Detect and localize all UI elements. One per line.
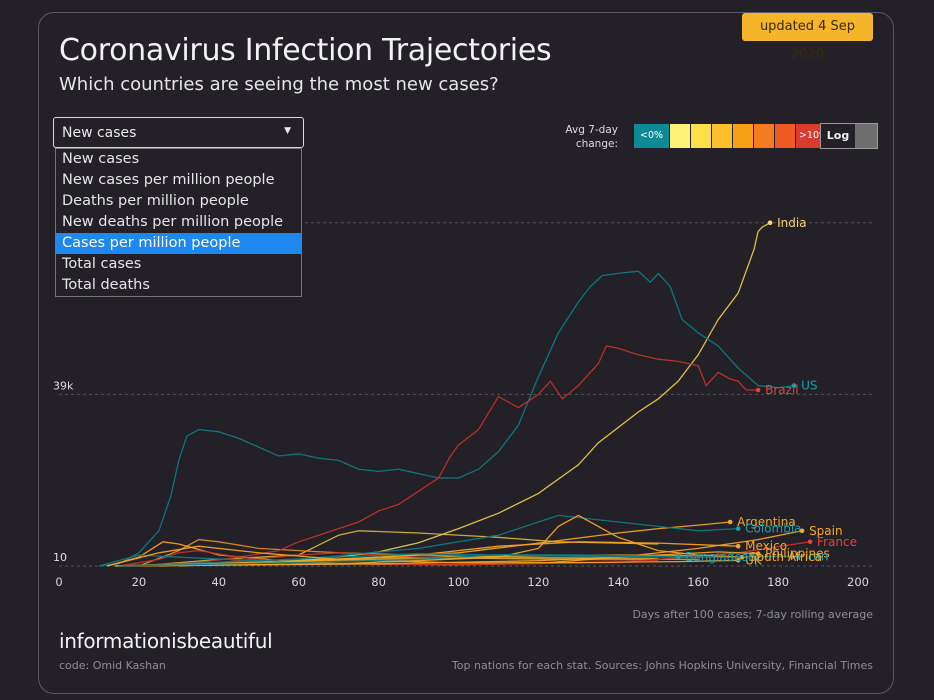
series-line [118, 521, 731, 567]
legend-swatch [712, 124, 733, 148]
series-label: US [801, 379, 817, 393]
series-label: South Africa [749, 550, 822, 564]
series-line [118, 514, 743, 567]
series-label: Spain [809, 524, 843, 538]
series-end-marker [755, 387, 761, 393]
series-line [118, 553, 679, 567]
series-end-marker [795, 554, 801, 559]
x-tick-label: 60 [291, 575, 306, 589]
x-tick-label: 160 [687, 575, 709, 589]
metric-options-list[interactable]: New cases New cases per million people Dea… [55, 148, 302, 297]
x-tick-label: 120 [527, 575, 549, 589]
series-label: Brazil [765, 383, 799, 397]
series-label: Iran [805, 549, 828, 563]
series-end-marker [791, 383, 797, 388]
axis-note: Days after 100 cases; 7-day rolling aver… [632, 608, 873, 621]
page-subtitle: Which countries are seeing the most new … [59, 74, 499, 95]
series-label: Bangladesh [685, 550, 755, 564]
chevron-down-icon: ▼ [284, 126, 291, 136]
x-tick-label: 40 [211, 575, 226, 589]
updated-badge: updated 4 Sep 2020 [742, 13, 873, 62]
series-end-marker [755, 551, 761, 556]
legend-swatch [775, 124, 796, 148]
series-label: France [817, 535, 857, 549]
series-label: India [777, 216, 806, 230]
series-line [138, 538, 659, 567]
page-title: Coronavirus Infection Trajectories [59, 33, 552, 68]
series-end-marker [735, 557, 741, 563]
series-line [98, 270, 795, 567]
x-tick-label: 80 [371, 575, 386, 589]
legend-swatch [670, 124, 691, 148]
series-label: UK [745, 553, 763, 567]
x-tick-label: 200 [847, 575, 869, 589]
log-scale-toggle[interactable]: Log [820, 123, 878, 149]
color-legend: <0% >10% [634, 124, 832, 148]
series-end-marker [675, 554, 681, 560]
metric-option[interactable]: New cases [62, 151, 140, 167]
x-tick-label: 0 [55, 575, 62, 589]
legend-label: Avg 7-day change: [548, 123, 618, 151]
series-end-marker [767, 220, 773, 226]
legend-swatch [733, 124, 754, 148]
metric-option[interactable]: New cases per million people [62, 172, 275, 188]
x-tick-label: 20 [132, 575, 147, 589]
sources-note: Top nations for each stat. Sources: John… [451, 659, 873, 672]
legend-swatch [754, 124, 775, 148]
series-end-marker [807, 539, 813, 545]
legend-swatch [691, 124, 712, 148]
log-toggle-label: Log [821, 124, 855, 148]
metric-option[interactable]: Deaths per million people [62, 193, 249, 209]
series-end-marker [739, 554, 745, 560]
series-line [118, 541, 739, 567]
series-line [118, 345, 759, 567]
x-tick-label: 180 [767, 575, 789, 589]
series-end-marker [799, 528, 805, 534]
series-end-marker [735, 526, 741, 531]
x-tick-label: 100 [448, 575, 470, 589]
brand-logo[interactable]: informationisbeautiful [59, 629, 273, 653]
series-end-marker [735, 543, 741, 549]
code-credit: code: Omid Kashan [59, 659, 166, 672]
metric-option[interactable]: Total cases [62, 256, 142, 272]
legend-label-line1: Avg 7-day [565, 124, 618, 136]
metric-option[interactable]: New deaths per million people [62, 214, 284, 230]
legend-label-line2: change: [575, 138, 618, 150]
series-label: Colombia [745, 522, 801, 536]
metric-option[interactable]: Cases per million people [56, 233, 301, 254]
series-end-marker [727, 519, 733, 525]
series-line [118, 514, 739, 567]
metric-option[interactable]: Total deaths [62, 277, 150, 293]
y-tick-label: 10 [53, 551, 67, 564]
series-line [98, 553, 799, 567]
series-label: Argentina [737, 515, 796, 529]
series-line [106, 545, 739, 567]
metric-select-value: New cases [62, 125, 137, 141]
y-tick-label: 39k [53, 379, 74, 392]
legend-swatch: <0% [634, 124, 670, 148]
toggle-knob [855, 124, 877, 148]
x-tick-label: 140 [607, 575, 629, 589]
series-label: Philippines [765, 547, 830, 561]
metric-select[interactable]: New cases ▼ [53, 117, 304, 148]
series-label: Mexico [745, 539, 787, 553]
